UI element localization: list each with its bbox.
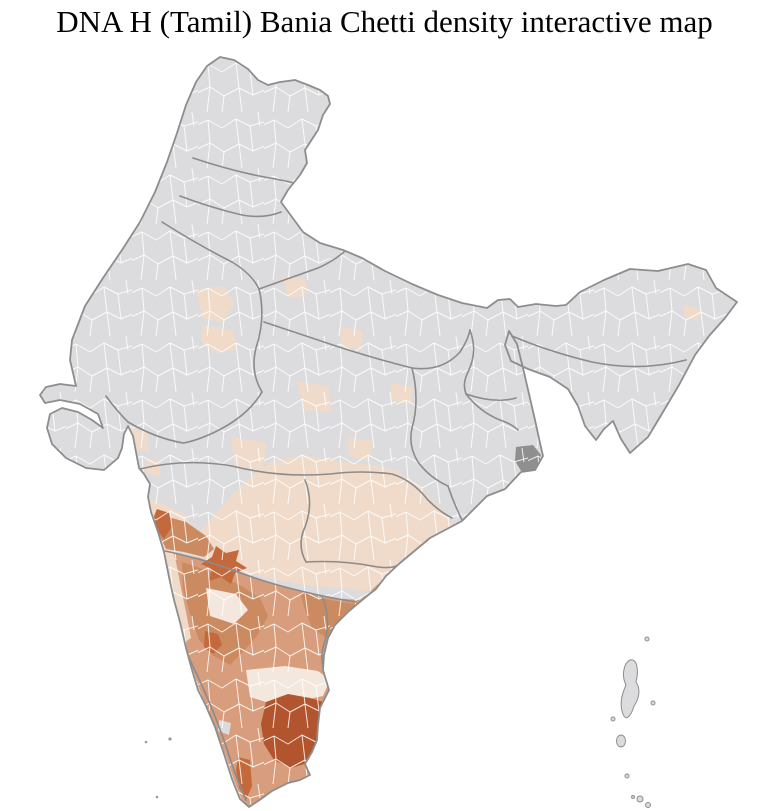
- lakshadweep-islands-group[interactable]: [144, 737, 172, 799]
- andaman-islands-fill: [610, 636, 656, 808]
- map-title: DNA H (Tamil) Bania Chetti density inter…: [56, 4, 713, 39]
- andaman-islands-group[interactable]: [610, 636, 656, 808]
- region-krishna-coast[interactable]: [396, 563, 433, 596]
